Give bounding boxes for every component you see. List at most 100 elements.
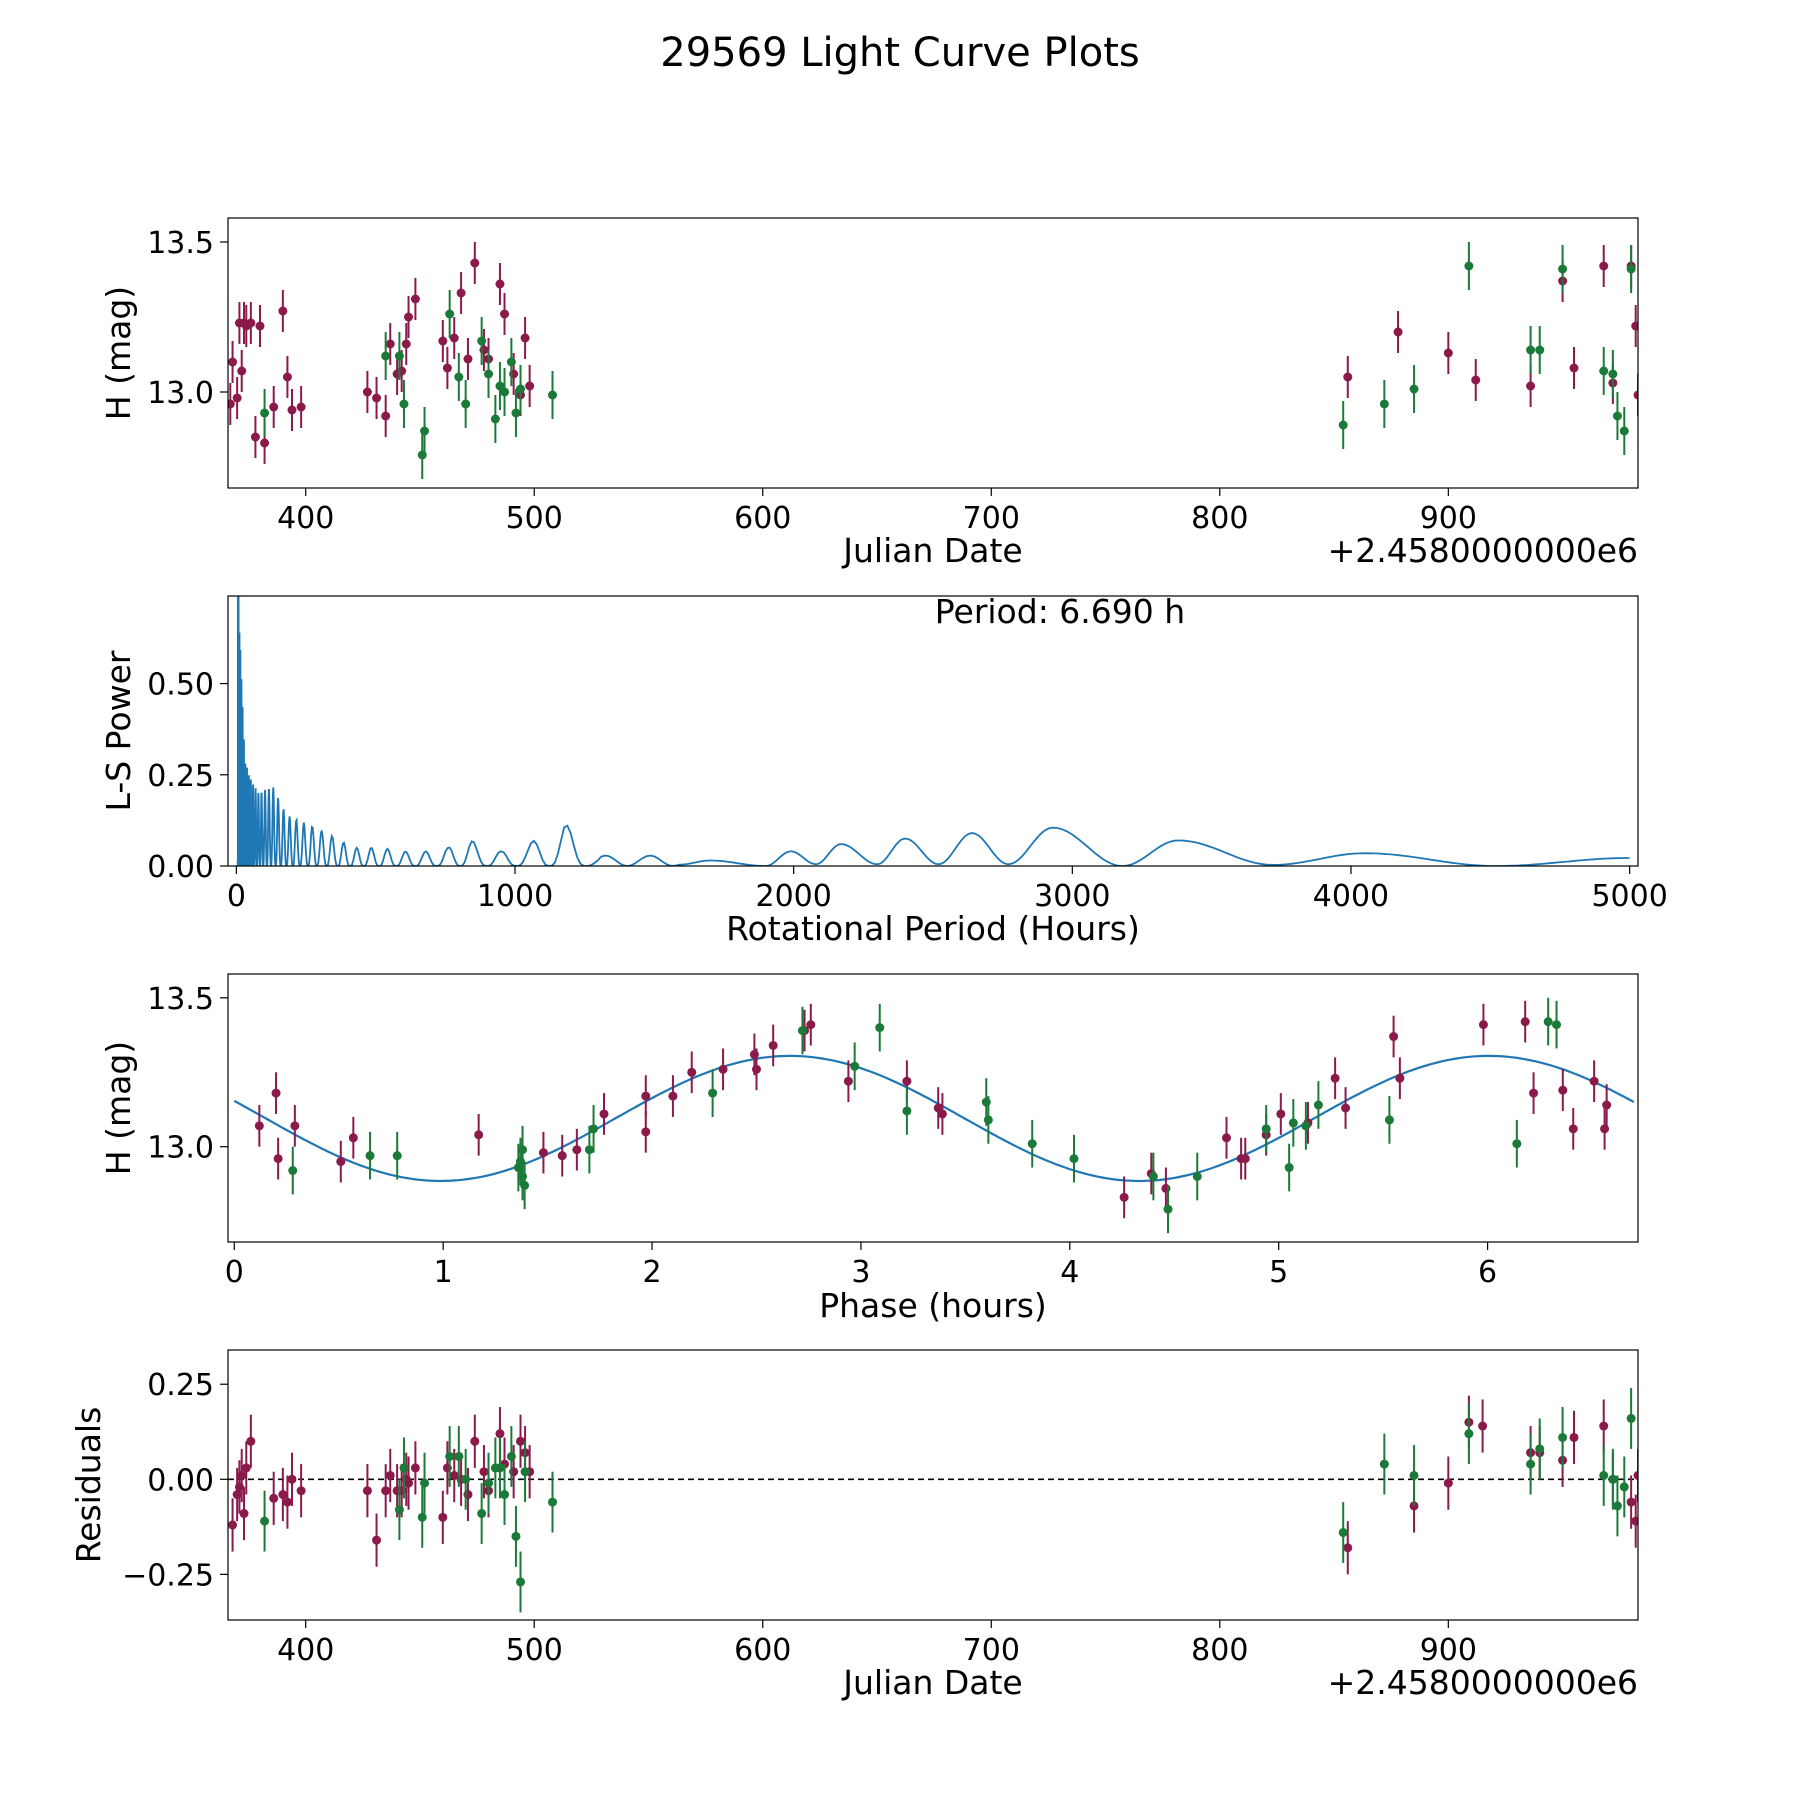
residuals-xtick-label: 500 [506, 1633, 563, 1668]
residuals-point-green [477, 1509, 487, 1519]
phased-point-green [1163, 1204, 1173, 1214]
residuals-point-green [520, 1467, 530, 1477]
lightcurve-point-green [420, 426, 430, 436]
residuals-point-red [438, 1512, 448, 1522]
phased-point-red [749, 1049, 759, 1059]
lightcurve-point-green [1558, 264, 1568, 274]
residuals-point-red [410, 1463, 420, 1473]
residuals-point-green [394, 1505, 404, 1515]
residuals-point-red [372, 1535, 382, 1545]
phased-point-red [572, 1145, 582, 1155]
residuals-point-green [1608, 1474, 1618, 1484]
residuals-point-red [381, 1486, 391, 1496]
phased-point-red [806, 1020, 816, 1030]
phased-xlabel: Phase (hours) [819, 1286, 1047, 1325]
lightcurve-point-red [362, 387, 372, 397]
lightcurve-point-green [1379, 399, 1389, 409]
residuals-point-red [1569, 1432, 1579, 1442]
lightcurve-point-green [394, 351, 404, 361]
phased-point-red [1478, 1020, 1488, 1030]
residuals-point-red [1599, 1421, 1609, 1431]
phased-point-green [797, 1026, 807, 1036]
lightcurve-point-green [1464, 261, 1474, 271]
lightcurve-point-red [296, 402, 306, 412]
phased-point-red [1389, 1032, 1399, 1042]
residuals-ylabel: Residuals [69, 1407, 108, 1564]
phased-point-red [641, 1127, 651, 1137]
phased-point-red [1568, 1124, 1578, 1134]
phased-point-green [983, 1115, 993, 1125]
lightcurve-point-red [228, 357, 238, 367]
lightcurve-point-green [548, 390, 558, 400]
lightcurve-ylabel: H (mag) [99, 286, 138, 420]
phased-point-red [1600, 1124, 1610, 1134]
phased-xtick-label: 2 [642, 1255, 661, 1290]
lightcurve-point-red [237, 366, 247, 376]
phased-point-red [751, 1064, 761, 1074]
periodogram-ytick-label: 0.25 [147, 759, 214, 794]
phased-point-red [271, 1088, 281, 1098]
phased-point-green [1313, 1100, 1323, 1110]
phased-point-red [599, 1109, 609, 1119]
residuals-point-red [404, 1478, 414, 1488]
phased-point-red [718, 1064, 728, 1074]
residuals-point-red [228, 1520, 238, 1530]
residuals-point-red [479, 1467, 489, 1477]
residuals-point-green [495, 1463, 505, 1473]
lightcurve-xtick-label: 400 [277, 501, 334, 536]
phased-ylabel: H (mag) [99, 1041, 138, 1175]
phased-ytick-label: 13.0 [147, 1131, 214, 1166]
lightcurve-point-green [381, 351, 391, 361]
residuals-point-red [1343, 1543, 1353, 1553]
phased-point-red [254, 1121, 264, 1131]
lightcurve-point-green [1338, 420, 1348, 430]
residuals-point-green [511, 1531, 521, 1541]
lightcurve-point-red [401, 339, 411, 349]
residuals-xtick-label: 900 [1420, 1633, 1477, 1668]
phased-point-red [937, 1109, 947, 1119]
phased-point-green [392, 1151, 402, 1161]
periodogram-xtick-label: 1000 [477, 879, 553, 914]
residuals-point-red [241, 1463, 251, 1473]
phased-point-green [365, 1151, 375, 1161]
lightcurve-point-red [385, 339, 395, 349]
lightcurve-point-red [404, 312, 414, 322]
phased-point-green [288, 1166, 298, 1176]
residuals-point-green [1526, 1459, 1536, 1469]
phased-point-green [1301, 1121, 1311, 1131]
phased-point-red [902, 1076, 912, 1086]
phased-point-red [273, 1154, 283, 1164]
residuals-point-red [470, 1436, 480, 1446]
residuals-point-green [1464, 1429, 1474, 1439]
phased-point-green [1284, 1163, 1294, 1173]
lightcurve-axes-frame [227, 217, 1639, 489]
residuals-xtick-label: 600 [734, 1633, 791, 1668]
phased-xtick-label: 5 [1269, 1255, 1288, 1290]
residuals-offset-label: +2.4580000000e6 [1328, 1663, 1638, 1702]
residuals-axes-frame [227, 1349, 1639, 1621]
phased-point-red [668, 1091, 678, 1101]
phased-point-red [1330, 1073, 1340, 1083]
lightcurve-point-red [255, 321, 265, 331]
lightcurve-point-red [1471, 375, 1481, 385]
residuals-ytick-label: −0.25 [122, 1558, 214, 1593]
residuals-point-red [1633, 1470, 1638, 1480]
residuals-point-green [445, 1451, 455, 1461]
residuals-ytick-label: 0.00 [147, 1463, 214, 1498]
lightcurve-point-red [495, 279, 505, 289]
lightcurve-point-red [1526, 381, 1536, 391]
lightcurve-xtick-label: 800 [1191, 501, 1248, 536]
lightcurve-point-red [520, 333, 530, 343]
lightcurve-point-red [260, 438, 270, 448]
phased-point-green [589, 1124, 599, 1134]
lightcurve-xtick-label: 600 [734, 501, 791, 536]
lightcurve-point-red [1633, 390, 1638, 400]
lightcurve-point-green [1612, 411, 1622, 421]
phased-point-red [1558, 1085, 1568, 1095]
phased-point-red [290, 1121, 300, 1131]
phased-point-green [520, 1180, 530, 1190]
residuals-point-red [1443, 1478, 1453, 1488]
residuals-panel: 400 500 600 700 800 900 −0.25 0.00 0.25 Residual… [69, 1349, 1639, 1702]
lightcurve-point-green [399, 399, 409, 409]
phased-point-red [1589, 1076, 1599, 1086]
